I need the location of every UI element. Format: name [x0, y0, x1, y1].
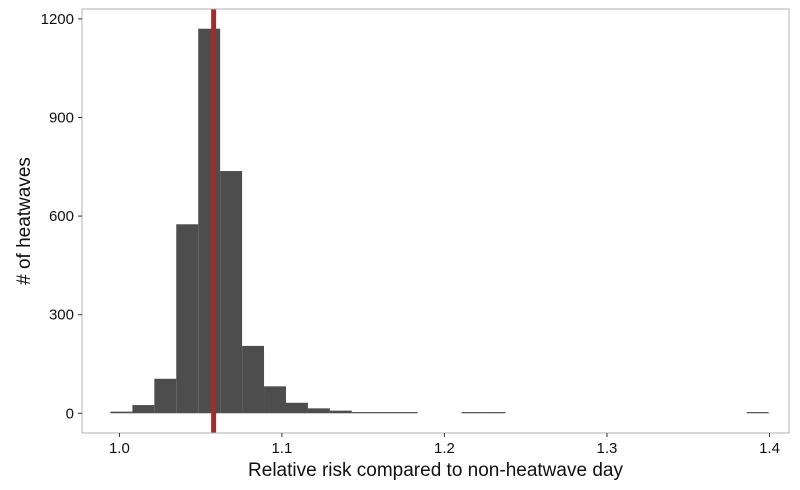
histogram-bar	[307, 408, 330, 414]
y-tick-label: 600	[49, 208, 74, 225]
x-tick-label: 1.0	[109, 440, 130, 457]
x-tick-label: 1.3	[597, 440, 618, 457]
x-axis-title: Relative risk compared to non-heatwave d…	[248, 460, 623, 481]
histogram-bar	[483, 412, 506, 414]
histogram-bar	[264, 386, 286, 414]
histogram-bar	[373, 412, 396, 414]
x-tick-label: 1.2	[434, 440, 455, 457]
histogram-bar	[198, 28, 221, 414]
y-axis-title: # of heatwaves	[14, 157, 35, 285]
histogram-bar	[220, 171, 243, 414]
histogram-bar	[176, 224, 199, 414]
histogram-bar	[329, 410, 352, 414]
histogram-bar	[461, 412, 484, 414]
x-tick-label: 1.4	[759, 440, 780, 457]
bars-layer	[110, 28, 769, 414]
histogram-bar	[746, 412, 769, 414]
histogram-bar	[242, 345, 265, 414]
y-tick-label: 900	[49, 109, 74, 126]
histogram-bar	[154, 378, 177, 414]
plot-panel-border	[81, 8, 790, 434]
y-axis: 0 300 600 900 1200	[41, 11, 82, 422]
x-tick-label: 1.1	[271, 440, 292, 457]
x-axis: 1.0 1.1 1.2 1.3 1.4	[109, 433, 780, 457]
histogram-bar	[132, 405, 155, 414]
y-tick-label: 0	[66, 405, 74, 422]
histogram-bar	[351, 412, 374, 414]
histogram-bar	[395, 412, 418, 414]
y-tick-label: 1200	[41, 11, 74, 28]
histogram-bar	[110, 411, 133, 414]
y-tick-label: 300	[49, 307, 74, 324]
histogram-bar	[285, 402, 308, 414]
